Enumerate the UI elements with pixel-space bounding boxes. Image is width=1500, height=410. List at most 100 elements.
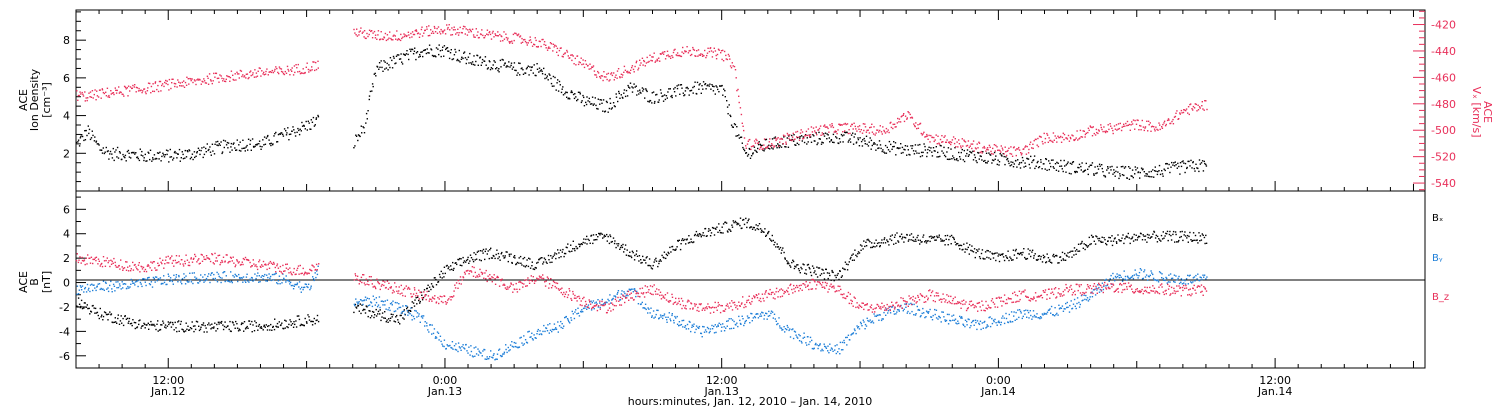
data-point (857, 126, 859, 128)
data-point (544, 77, 546, 80)
data-point (1199, 163, 1201, 165)
data-point (102, 319, 104, 321)
data-point (415, 30, 418, 32)
data-point (638, 93, 640, 95)
data-point (141, 285, 143, 288)
data-point (1017, 148, 1019, 150)
data-point (210, 154, 212, 156)
data-point (864, 323, 867, 326)
data-point (271, 69, 273, 72)
data-point (1020, 252, 1022, 254)
data-point (1032, 147, 1034, 150)
data-point (869, 319, 871, 321)
data-point (763, 150, 765, 152)
data-point (456, 32, 458, 34)
data-point (1123, 123, 1125, 125)
data-point (226, 75, 228, 77)
data-point (1176, 110, 1178, 112)
data-point (304, 128, 306, 130)
data-point (180, 157, 182, 159)
data-point (278, 275, 281, 277)
data-point (415, 58, 417, 61)
data-point (599, 103, 601, 105)
data-point (930, 134, 932, 137)
data-point (445, 47, 448, 49)
data-point (245, 327, 247, 329)
data-point (796, 142, 798, 144)
data-point (592, 104, 594, 106)
data-point (956, 141, 958, 143)
data-point (482, 252, 484, 254)
data-point (873, 142, 875, 144)
data-point (833, 131, 835, 133)
data-point (1083, 130, 1085, 132)
data-point (548, 259, 550, 261)
data-point (846, 131, 848, 134)
data-point (756, 139, 758, 142)
data-point (950, 243, 952, 245)
data-point (635, 60, 638, 62)
data-point (418, 299, 420, 302)
data-point (449, 52, 452, 54)
data-point (1095, 128, 1098, 131)
data-point (787, 134, 789, 136)
data-point (91, 305, 94, 307)
data-point (269, 277, 271, 279)
data-point (963, 149, 965, 152)
data-point (953, 142, 956, 145)
data-point (282, 73, 285, 75)
data-point (448, 57, 451, 60)
data-point (211, 143, 214, 145)
data-point (898, 121, 900, 123)
data-point (440, 55, 442, 58)
data-point (153, 90, 156, 93)
data-point (110, 314, 112, 316)
data-point (814, 343, 816, 346)
data-point (368, 298, 370, 300)
data-point (154, 158, 156, 160)
data-point (94, 136, 96, 138)
data-point (541, 73, 544, 75)
data-point (831, 348, 833, 350)
data-point (822, 349, 824, 352)
data-point (854, 125, 856, 128)
data-point (684, 325, 687, 327)
data-point (272, 71, 275, 74)
data-point (362, 309, 364, 312)
data-point (428, 25, 430, 27)
data-point (843, 339, 845, 342)
data-point (396, 314, 398, 317)
data-point (582, 311, 584, 313)
data-point (814, 270, 816, 272)
data-point (757, 142, 760, 144)
data-point (229, 151, 231, 153)
data-point (199, 280, 201, 283)
data-point (511, 40, 513, 42)
data-point (117, 281, 119, 283)
data-point (636, 94, 638, 96)
data-point (1011, 155, 1014, 157)
data-point (928, 311, 930, 313)
data-point (986, 147, 989, 149)
data-point (388, 64, 390, 66)
data-point (265, 137, 268, 139)
data-point (1008, 259, 1010, 262)
data-point (878, 147, 880, 149)
data-point (295, 283, 297, 286)
data-point (937, 156, 940, 158)
data-point (93, 93, 95, 96)
data-point (1087, 127, 1090, 129)
data-point (618, 90, 620, 93)
data-point (394, 301, 397, 304)
data-point (802, 337, 804, 339)
data-point (1202, 234, 1204, 236)
data-point (1128, 237, 1130, 239)
data-point (576, 55, 579, 57)
data-point (883, 311, 885, 314)
data-point (288, 323, 290, 326)
data-point (865, 241, 867, 243)
data-point (207, 83, 210, 85)
data-point (1187, 106, 1190, 108)
data-point (743, 149, 746, 152)
data-point (586, 243, 588, 245)
